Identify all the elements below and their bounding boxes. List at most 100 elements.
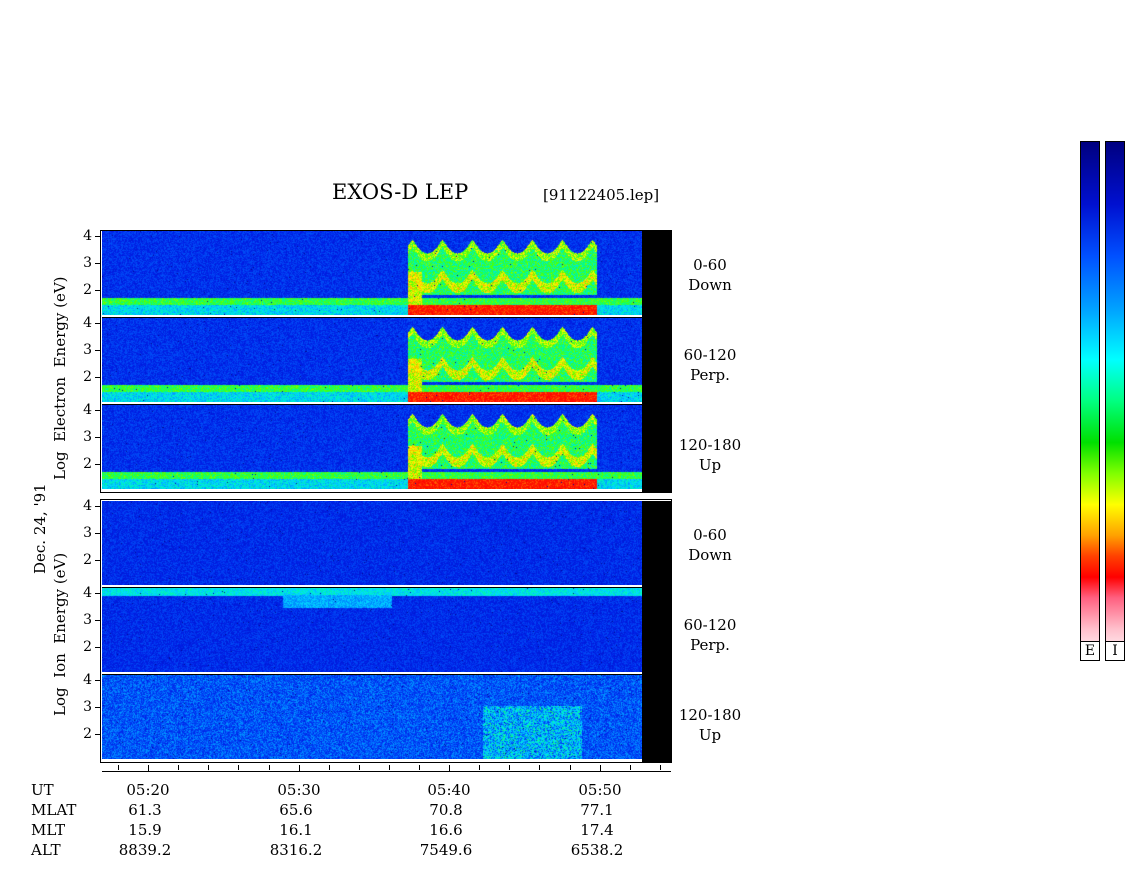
y-tick-mark <box>95 560 101 561</box>
y-tick-label: 3 <box>83 525 92 541</box>
y-tick-label: 2 <box>83 726 92 742</box>
x-minor-tick <box>509 765 510 770</box>
sector-label-perp: 60-120 Perp. <box>683 346 737 384</box>
y-tick-label: 4 <box>83 498 92 514</box>
y-tick-label: 2 <box>83 639 92 655</box>
row-label-alt: ALT <box>31 841 61 859</box>
y-tick-label: 4 <box>83 402 92 418</box>
x-major-tick <box>299 765 300 772</box>
y-tick-label: 3 <box>83 342 92 358</box>
sector-label-up: 120-180 Up <box>678 436 742 474</box>
x-minor-tick <box>539 765 540 770</box>
panel-separator <box>102 404 671 405</box>
x-tick-ut: 05:30 <box>277 781 321 799</box>
panel-separator <box>102 317 671 318</box>
y-tick-mark <box>95 506 101 507</box>
y-tick-mark <box>95 437 101 438</box>
x-minor-tick <box>479 765 480 770</box>
ion-colorbar <box>1105 141 1125 661</box>
y-tick-label: 4 <box>83 672 92 688</box>
x-tick-alt: 8316.2 <box>269 841 323 859</box>
sector-label-up: 120-180 Up <box>678 706 742 744</box>
y-tick-label: 4 <box>83 228 92 244</box>
x-tick-alt: 8839.2 <box>118 841 172 859</box>
ion-panel-down <box>102 501 642 585</box>
electron-panel-perp <box>102 318 642 402</box>
sector-label-perp: 60-120 Perp. <box>683 616 737 654</box>
x-major-tick <box>600 765 601 772</box>
electron-axis-label: Log Electron Energy (eV) <box>51 276 69 480</box>
x-minor-tick <box>238 765 239 770</box>
x-tick-mlt: 16.6 <box>429 821 463 839</box>
row-label-ut: UT <box>31 781 54 799</box>
x-minor-tick <box>389 765 390 770</box>
x-major-tick <box>148 765 149 772</box>
x-axis-line <box>102 771 671 772</box>
x-minor-tick <box>630 765 631 770</box>
ion-colorbar-label: I <box>1105 641 1125 661</box>
y-tick-label: 3 <box>83 612 92 628</box>
x-tick-mlt: 15.9 <box>128 821 162 839</box>
y-tick-mark <box>95 464 101 465</box>
x-tick-ut: 05:40 <box>427 781 471 799</box>
ion-axis-label: Log Ion Energy (eV) <box>51 552 69 716</box>
row-label-mlat: MLAT <box>31 801 77 819</box>
electron-colorbar <box>1080 141 1100 661</box>
y-tick-mark <box>95 236 101 237</box>
electron-frame <box>100 230 672 493</box>
panel-separator <box>102 674 671 675</box>
y-tick-mark <box>95 350 101 351</box>
x-minor-tick <box>118 765 119 770</box>
sector-label-down: 0-60 Down <box>688 526 732 564</box>
y-tick-mark <box>95 680 101 681</box>
y-tick-mark <box>95 377 101 378</box>
x-minor-tick <box>359 765 360 770</box>
x-minor-tick <box>208 765 209 770</box>
x-minor-tick <box>419 765 420 770</box>
x-minor-tick <box>329 765 330 770</box>
x-tick-mlat: 70.8 <box>429 801 463 819</box>
ion-black-strip <box>642 501 671 762</box>
electron-black-strip <box>642 231 671 492</box>
x-minor-tick <box>660 765 661 770</box>
x-tick-alt: 6538.2 <box>570 841 624 859</box>
y-tick-mark <box>95 290 101 291</box>
y-tick-label: 3 <box>83 699 92 715</box>
chart-title: EXOS-D LEP <box>332 180 469 204</box>
x-minor-tick <box>269 765 270 770</box>
y-tick-mark <box>95 533 101 534</box>
y-tick-mark <box>95 263 101 264</box>
y-tick-label: 3 <box>83 255 92 271</box>
y-tick-mark <box>95 647 101 648</box>
x-minor-tick <box>178 765 179 770</box>
ion-panel-up <box>102 675 642 759</box>
y-tick-mark <box>95 734 101 735</box>
x-tick-mlt: 17.4 <box>580 821 614 839</box>
y-tick-mark <box>95 593 101 594</box>
y-tick-label: 2 <box>83 456 92 472</box>
electron-panel-up <box>102 405 642 489</box>
x-tick-mlat: 61.3 <box>128 801 162 819</box>
y-tick-mark <box>95 620 101 621</box>
y-tick-label: 4 <box>83 585 92 601</box>
y-tick-label: 4 <box>83 315 92 331</box>
electron-panel-down <box>102 231 642 315</box>
y-tick-label: 2 <box>83 552 92 568</box>
x-minor-tick <box>570 765 571 770</box>
file-id: [91122405.lep] <box>543 186 660 204</box>
x-tick-mlat: 65.6 <box>279 801 313 819</box>
x-tick-ut: 05:20 <box>126 781 170 799</box>
x-tick-mlt: 16.1 <box>279 821 313 839</box>
x-tick-alt: 7549.6 <box>419 841 473 859</box>
ion-panel-perp <box>102 588 642 672</box>
y-tick-mark <box>95 410 101 411</box>
sector-label-down: 0-60 Down <box>688 256 732 294</box>
y-tick-label: 2 <box>83 282 92 298</box>
y-tick-label: 3 <box>83 429 92 445</box>
ion-frame <box>100 499 672 763</box>
row-label-mlt: MLT <box>31 821 66 839</box>
y-tick-mark <box>95 707 101 708</box>
x-major-tick <box>449 765 450 772</box>
panel-separator <box>102 587 671 588</box>
y-tick-mark <box>95 323 101 324</box>
